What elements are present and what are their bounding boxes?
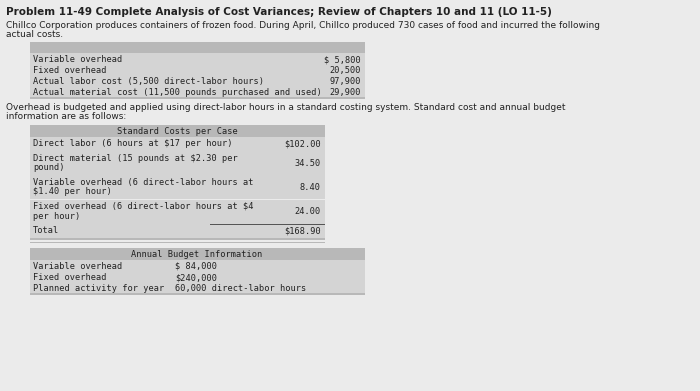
- Text: 34.50: 34.50: [295, 159, 321, 168]
- Text: Direct material (15 pounds at $2.30 per: Direct material (15 pounds at $2.30 per: [33, 154, 238, 163]
- Text: $ 5,800: $ 5,800: [324, 55, 361, 64]
- Text: information are as follows:: information are as follows:: [6, 112, 126, 121]
- Text: pound): pound): [33, 163, 64, 172]
- Text: Chillco Corporation produces containers of frozen food. During April, Chillco pr: Chillco Corporation produces containers …: [6, 21, 600, 30]
- Text: Standard Costs per Case: Standard Costs per Case: [117, 127, 237, 136]
- Text: $1.40 per hour): $1.40 per hour): [33, 188, 112, 197]
- Bar: [30, 53, 365, 64]
- Bar: [30, 271, 365, 282]
- Bar: [30, 137, 325, 151]
- Text: 29,900: 29,900: [330, 88, 361, 97]
- Bar: [30, 151, 325, 176]
- Text: per hour): per hour): [33, 212, 80, 221]
- Text: 8.40: 8.40: [300, 183, 321, 192]
- Text: $168.90: $168.90: [284, 226, 321, 235]
- Bar: [30, 282, 365, 293]
- Bar: [30, 42, 365, 53]
- Bar: [30, 248, 365, 260]
- Text: Fixed overhead: Fixed overhead: [33, 273, 106, 282]
- Text: Variable overhead (6 direct-labor hours at: Variable overhead (6 direct-labor hours …: [33, 178, 253, 187]
- Text: 97,900: 97,900: [330, 77, 361, 86]
- Text: Total: Total: [33, 226, 60, 235]
- Text: Direct labor (6 hours at $17 per hour): Direct labor (6 hours at $17 per hour): [33, 140, 232, 149]
- Text: Variable overhead: Variable overhead: [33, 262, 122, 271]
- Text: 60,000 direct-labor hours: 60,000 direct-labor hours: [175, 284, 307, 293]
- Text: $102.00: $102.00: [284, 140, 321, 149]
- Bar: [30, 238, 325, 240]
- Bar: [30, 97, 365, 99]
- Bar: [30, 260, 365, 271]
- Text: Overhead is budgeted and applied using direct-labor hours in a standard costing : Overhead is budgeted and applied using d…: [6, 103, 566, 112]
- Text: Fixed overhead (6 direct-labor hours at $4: Fixed overhead (6 direct-labor hours at …: [33, 202, 253, 211]
- Text: $ 84,000: $ 84,000: [175, 262, 217, 271]
- Text: Actual labor cost (5,500 direct-labor hours): Actual labor cost (5,500 direct-labor ho…: [33, 77, 264, 86]
- Bar: [30, 199, 325, 224]
- Text: 24.00: 24.00: [295, 207, 321, 216]
- Bar: [30, 64, 365, 75]
- Text: 20,500: 20,500: [330, 66, 361, 75]
- Text: $240,000: $240,000: [175, 273, 217, 282]
- Text: Annual Budget Information: Annual Budget Information: [132, 250, 262, 259]
- Bar: [30, 75, 365, 86]
- Text: Actual material cost (11,500 pounds purchased and used): Actual material cost (11,500 pounds purc…: [33, 88, 322, 97]
- Bar: [30, 224, 325, 238]
- Bar: [30, 293, 365, 295]
- Text: Planned activity for year: Planned activity for year: [33, 284, 164, 293]
- Bar: [30, 242, 325, 243]
- Text: Variable overhead: Variable overhead: [33, 55, 122, 64]
- Text: actual costs.: actual costs.: [6, 30, 63, 39]
- Bar: [30, 176, 325, 199]
- Bar: [30, 125, 325, 137]
- Bar: [30, 86, 365, 97]
- Text: Fixed overhead: Fixed overhead: [33, 66, 106, 75]
- Text: Problem 11-49 Complete Analysis of Cost Variances; Review of Chapters 10 and 11 : Problem 11-49 Complete Analysis of Cost …: [6, 7, 552, 17]
